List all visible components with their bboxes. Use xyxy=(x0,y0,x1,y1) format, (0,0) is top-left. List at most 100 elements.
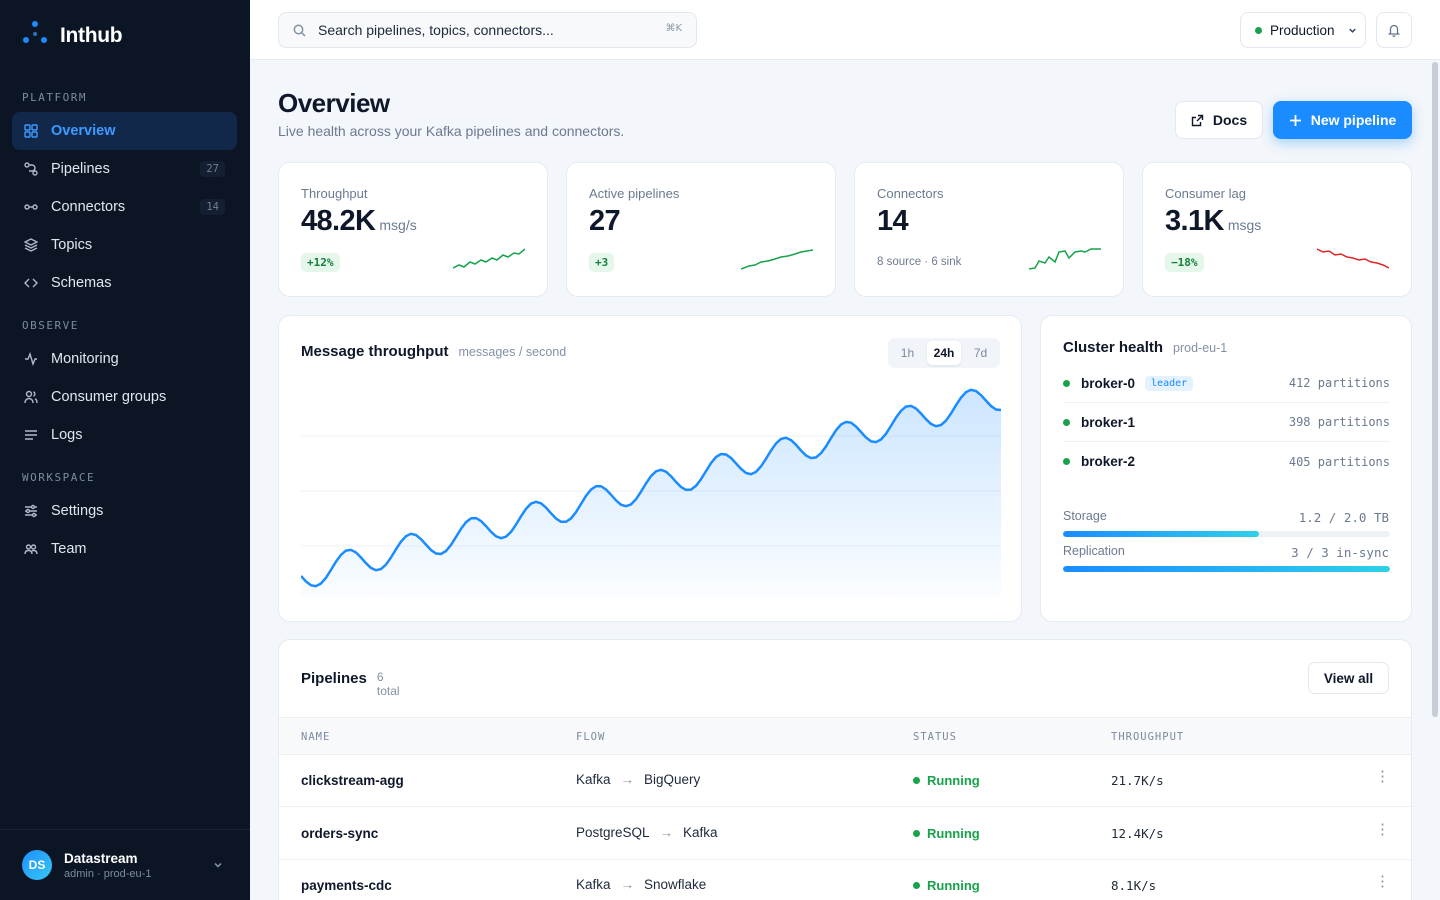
pipeline-flow: Kafka → BigQuery xyxy=(576,772,701,787)
new-pipeline-button[interactable]: New pipeline xyxy=(1273,101,1412,139)
search-box[interactable]: ⌘K xyxy=(278,12,697,48)
brand[interactable]: Inthub xyxy=(22,20,123,51)
range-24h[interactable]: 24h xyxy=(926,341,962,365)
column-header-name[interactable]: NAME xyxy=(301,731,331,743)
chart-title: Message throughput xyxy=(301,343,449,360)
team-icon xyxy=(24,542,38,556)
sidebar-item-label: Monitoring xyxy=(51,351,119,367)
pipeline-name[interactable]: orders-sync xyxy=(301,826,379,841)
stat-label: Throughput xyxy=(301,186,368,201)
chart-subtitle: messages / second xyxy=(458,345,567,359)
arrow-right-icon: → xyxy=(620,877,635,892)
sidebar-item-overview[interactable]: Overview xyxy=(12,112,237,150)
stat-value: 27 xyxy=(589,205,621,237)
broker-row[interactable]: broker-2 405 partitions xyxy=(1063,442,1390,481)
sidebar-item-settings[interactable]: Settings xyxy=(12,492,237,530)
stat-unit: msg/s xyxy=(379,217,417,233)
table-row[interactable]: payments-cdc Kafka → Snowflake Running 8.1… xyxy=(279,860,1411,900)
sidebar-item-team[interactable]: Team xyxy=(12,530,237,568)
connector-icon xyxy=(24,200,38,214)
docs-button[interactable]: Docs xyxy=(1175,101,1263,139)
pipeline-throughput: 21.7K/s xyxy=(1111,773,1164,788)
page-scrollbar[interactable] xyxy=(1432,62,1438,717)
environment-label: Production xyxy=(1270,22,1335,38)
pipeline-name[interactable]: clickstream-agg xyxy=(301,773,404,788)
column-header-status[interactable]: STATUS xyxy=(913,731,957,743)
storage-meter-fill xyxy=(1063,531,1260,537)
throughput-line xyxy=(301,388,1001,588)
sidebar-item-label: Pipelines xyxy=(51,161,110,177)
sidebar-item-monitoring[interactable]: Monitoring xyxy=(12,340,237,378)
search-input[interactable] xyxy=(318,22,648,38)
chart-header: Message throughput messages / second xyxy=(301,343,566,360)
pipeline-throughput: 8.1K/s xyxy=(1111,878,1157,893)
external-link-icon xyxy=(1191,114,1204,127)
sidebar-item-label: Consumer groups xyxy=(51,389,167,405)
stat-change-badge: +3 xyxy=(589,253,615,272)
sidebar-item-label: Overview xyxy=(51,123,116,139)
sidebar-item-topics[interactable]: Topics xyxy=(12,226,237,264)
environment-select[interactable]: Production xyxy=(1240,12,1366,48)
table-row[interactable]: clickstream-agg Kafka → BigQuery Running 2… xyxy=(279,755,1411,807)
status-badge: Running xyxy=(913,773,980,788)
layers-icon xyxy=(24,238,38,252)
arrow-right-icon: → xyxy=(659,825,674,840)
column-header-throughput[interactable]: THROUGHPUT xyxy=(1111,731,1185,743)
arrow-right-icon: → xyxy=(620,772,635,787)
stat-card-throughput: Throughput 48.2K msg/s +12% xyxy=(278,162,548,297)
avatar: DS xyxy=(22,850,52,880)
broker-status-dot xyxy=(1063,418,1070,426)
search-shortcut: ⌘K xyxy=(665,23,682,34)
broker-status-dot xyxy=(1063,458,1070,465)
pipelines-header: Pipelines 6 total xyxy=(301,670,400,698)
lines-icon xyxy=(24,428,38,442)
sidebar-item-consumer-groups[interactable]: Consumer groups xyxy=(12,378,237,416)
broker-row[interactable]: broker-0 leader 412 partitions xyxy=(1063,364,1390,403)
storage-label: Storage xyxy=(1063,509,1107,523)
broker-row[interactable]: broker-1 398 partitions xyxy=(1063,403,1390,442)
pulse-icon xyxy=(24,352,38,366)
stat-label: Active pipelines xyxy=(589,186,680,201)
sidebar-item-connectors[interactable]: Connectors 14 xyxy=(12,188,237,226)
environment-status-dot xyxy=(1255,26,1262,34)
more-vertical-icon[interactable]: ⋮ xyxy=(1375,873,1390,890)
topbar: ⌘K Production xyxy=(250,0,1440,60)
pipeline-flow: Kafka → Snowflake xyxy=(576,877,707,892)
sidebar-item-label: Settings xyxy=(51,503,104,519)
table-header: NAME FLOW STATUS THROUGHPUT xyxy=(279,717,1411,755)
pipeline-throughput: 12.4K/s xyxy=(1111,826,1164,841)
sidebar-item-logs[interactable]: Logs xyxy=(12,416,237,454)
cluster-header: Cluster health prod-eu-1 xyxy=(1063,339,1227,356)
pipeline-icon xyxy=(24,162,38,176)
user-menu[interactable]: DS Datastream admin · prod-eu-1 xyxy=(0,829,250,900)
pipelines-count-badge: 27 xyxy=(200,161,225,177)
leader-badge: leader xyxy=(1145,375,1194,391)
stat-value: 14 xyxy=(877,205,909,237)
sliders-icon xyxy=(24,504,38,518)
sidebar: Inthub PLATFORM Overview Pipelines 27 Co… xyxy=(0,0,250,900)
sidebar-item-pipelines[interactable]: Pipelines 27 xyxy=(12,150,237,188)
users-icon xyxy=(24,390,38,404)
cluster-title: Cluster health xyxy=(1063,339,1164,356)
section-label-workspace: WORKSPACE xyxy=(22,471,96,484)
code-icon xyxy=(24,276,38,290)
cluster-name: prod-eu-1 xyxy=(1173,341,1228,355)
column-header-flow[interactable]: FLOW xyxy=(576,731,606,743)
sidebar-item-schemas[interactable]: Schemas xyxy=(12,264,237,302)
notifications-button[interactable] xyxy=(1376,12,1412,48)
pipeline-name[interactable]: payments-cdc xyxy=(301,878,392,893)
time-range-toggle: 1h 24h 7d xyxy=(888,338,1000,368)
stat-change-badge: +12% xyxy=(301,253,340,272)
user-name: Datastream xyxy=(64,850,138,866)
section-label-platform: PLATFORM xyxy=(22,91,87,104)
view-all-button[interactable]: View all xyxy=(1308,662,1389,694)
more-vertical-icon[interactable]: ⋮ xyxy=(1375,821,1390,838)
section-label-observe: OBSERVE xyxy=(22,319,79,332)
table-row[interactable]: orders-sync PostgreSQL → Kafka Running 12.… xyxy=(279,808,1411,860)
broker-partitions: 398 partitions xyxy=(1288,415,1390,429)
range-1h[interactable]: 1h xyxy=(900,346,915,360)
new-pipeline-label: New pipeline xyxy=(1310,112,1397,128)
stat-card-connectors: Connectors 14 8 source · 6 sink xyxy=(854,162,1124,297)
range-7d[interactable]: 7d xyxy=(973,346,988,360)
more-vertical-icon[interactable]: ⋮ xyxy=(1375,768,1390,785)
